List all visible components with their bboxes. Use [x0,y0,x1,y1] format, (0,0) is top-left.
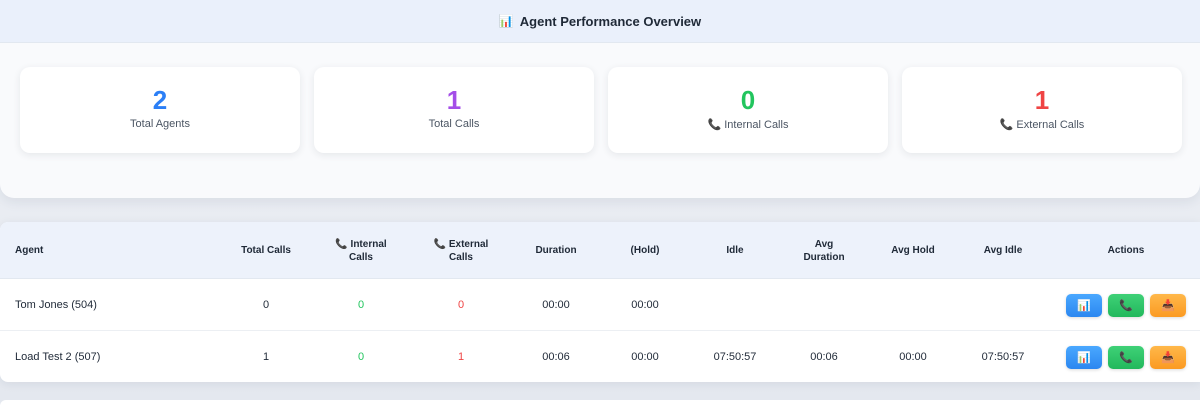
total-calls-cell: 0 [262,299,270,311]
row-actions: 📊 📞 📥 [1066,331,1186,382]
overview-panel: 📊 Agent Performance Overview 2 Total Age… [0,0,1200,198]
phone-icon: 📞 [707,119,722,131]
avg-idle-cell [963,279,1043,331]
external-calls-cell: 0 [457,299,465,311]
stat-label: Total Agents [130,118,190,130]
idle-cell: 07:50:57 [713,351,757,363]
column-header-idle[interactable]: Idle [726,245,744,256]
call-agent-button[interactable]: 📞 [1108,293,1144,317]
stat-card-total-calls: 1 Total Calls [314,67,594,153]
column-header-agent[interactable]: Agent [15,245,44,256]
column-header-hold[interactable]: (Hold) [630,245,660,256]
stat-label: Internal Calls [724,119,789,131]
agent-name: Tom Jones (504) [15,299,97,311]
call-agent-button[interactable]: 📞 [1108,345,1144,369]
next-panel-edge [0,400,1200,410]
column-header-external-calls[interactable]: 📞 External Calls [433,238,489,263]
column-header-duration[interactable]: Duration [535,245,577,256]
table-header: Agent Total Calls 📞 Internal Calls 📞 Ext… [0,222,1200,279]
inbox-tray-icon: 📥 [1161,351,1175,364]
avg-hold-cell [873,279,953,331]
phone-icon: 📞 [1119,351,1133,364]
agent-table: Agent Total Calls 📞 Internal Calls 📞 Ext… [0,222,1200,382]
stat-label-row: 📞 Internal Calls [608,118,888,131]
agent-name: Load Test 2 (507) [15,351,101,363]
phone-icon: 📞 [1119,299,1133,312]
column-header-internal-calls[interactable]: 📞 Internal Calls [335,238,387,263]
table-row: Load Test 2 (507) 1 0 1 00:06 00:00 07:5… [0,331,1200,382]
hold-cell: 00:00 [631,299,659,311]
export-button[interactable]: 📥 [1150,293,1186,317]
bar-chart-icon: 📊 [1077,351,1091,364]
overview-header: 📊 Agent Performance Overview [0,0,1200,43]
column-header-avg-duration[interactable]: Avg Duration [803,238,845,263]
column-header-total-calls[interactable]: Total Calls [241,245,291,256]
internal-calls-cell: 0 [357,299,365,311]
view-stats-button[interactable]: 📊 [1066,293,1102,317]
stat-value: 0 [740,85,756,115]
stat-value: 2 [152,85,168,115]
stat-value: 1 [446,85,462,115]
avg-hold-cell: 00:00 [899,351,927,363]
avg-idle-cell: 07:50:57 [981,351,1025,363]
stat-card-internal-calls: 0 📞 Internal Calls [608,67,888,153]
external-calls-cell: 1 [457,351,465,363]
phone-icon: 📞 [999,119,1014,131]
duration-cell: 00:06 [542,351,570,363]
total-calls-cell: 1 [262,351,270,363]
view-stats-button[interactable]: 📊 [1066,345,1102,369]
inbox-tray-icon: 📥 [1161,299,1175,312]
overview-title: Agent Performance Overview [519,13,702,29]
duration-cell: 00:00 [542,299,570,311]
avg-duration-cell: 00:06 [810,351,838,363]
stat-card-external-calls: 1 📞 External Calls [902,67,1182,153]
idle-cell [695,279,775,331]
phone-icon: 📞 [433,238,447,250]
table-row: Tom Jones (504) 0 0 0 00:00 00:00 📊 📞 📥 [0,279,1200,331]
column-header-avg-hold[interactable]: Avg Hold [891,245,935,256]
avg-duration-cell [784,279,864,331]
export-button[interactable]: 📥 [1150,345,1186,369]
stat-card-total-agents: 2 Total Agents [20,67,300,153]
stat-label-row: 📞 External Calls [902,118,1182,131]
stat-value: 1 [1034,85,1050,115]
bar-chart-icon: 📊 [498,14,514,28]
phone-icon: 📞 [335,238,348,250]
internal-calls-cell: 0 [357,351,365,363]
column-header-actions: Actions [1107,245,1145,256]
row-actions: 📊 📞 📥 [1066,279,1186,331]
column-header-avg-idle[interactable]: Avg Idle [983,245,1023,256]
bar-chart-icon: 📊 [1077,299,1091,312]
hold-cell: 00:00 [631,351,659,363]
stat-label: External Calls [1016,119,1085,131]
stat-label: Total Calls [428,118,480,130]
